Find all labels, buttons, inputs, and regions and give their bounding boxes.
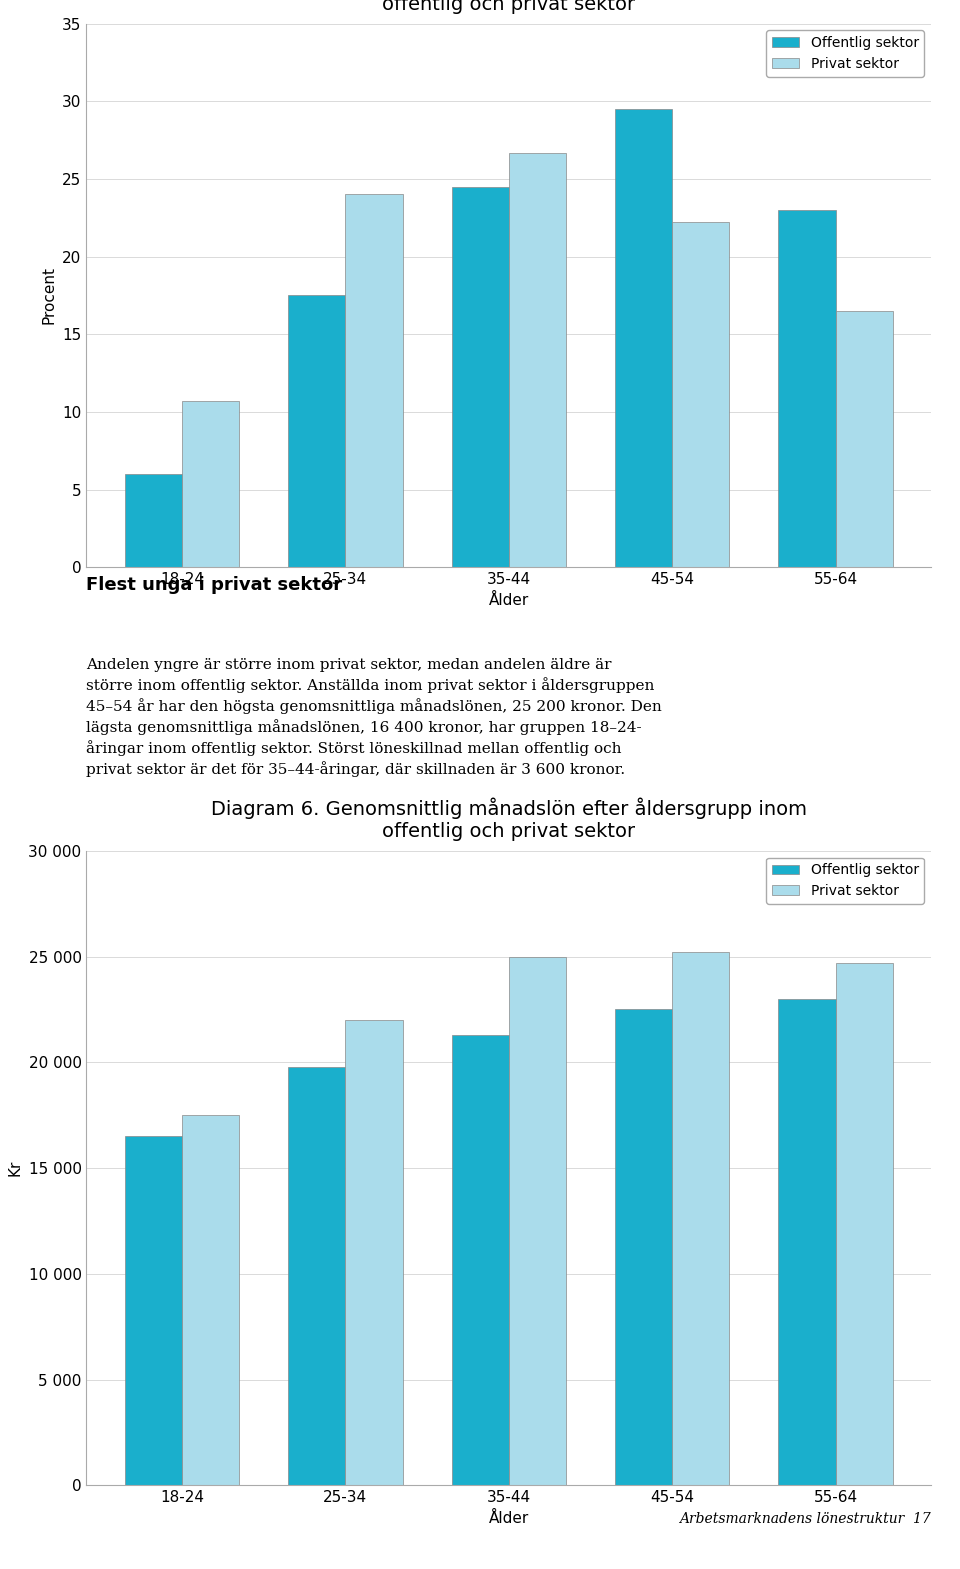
Text: Arbetsmarknadens lönestruktur  17: Arbetsmarknadens lönestruktur 17 — [680, 1513, 931, 1527]
Text: Andelen yngre är större inom privat sektor, medan andelen äldre är
större inom o: Andelen yngre är större inom privat sekt… — [86, 657, 662, 777]
Bar — [451, 187, 509, 568]
Bar — [615, 1009, 672, 1486]
Bar — [346, 195, 402, 568]
Legend: Offentlig sektor, Privat sektor: Offentlig sektor, Privat sektor — [766, 30, 924, 77]
Bar — [346, 1020, 402, 1486]
Bar — [615, 108, 672, 568]
Bar — [288, 1067, 346, 1486]
Bar — [125, 1136, 182, 1486]
Text: Flest unga i privat sektor: Flest unga i privat sektor — [86, 576, 343, 595]
X-axis label: Ålder: Ålder — [489, 1511, 529, 1525]
Y-axis label: Kr: Kr — [8, 1159, 23, 1177]
Bar — [672, 952, 730, 1486]
Bar — [182, 402, 239, 568]
Bar — [779, 999, 835, 1486]
Bar — [125, 474, 182, 568]
Bar — [509, 957, 566, 1486]
Bar — [451, 1036, 509, 1486]
X-axis label: Ålder: Ålder — [489, 593, 529, 607]
Bar — [509, 152, 566, 568]
Title: Diagram 5. Andel anställda efter åldersgrupp inom
offentlig och privat sektor: Diagram 5. Andel anställda efter åldersg… — [260, 0, 757, 14]
Bar — [288, 295, 346, 568]
Bar — [835, 963, 893, 1486]
Title: Diagram 6. Genomsnittlig månadslön efter åldersgrupp inom
offentlig och privat s: Diagram 6. Genomsnittlig månadslön efter… — [211, 797, 806, 841]
Bar — [182, 1116, 239, 1486]
Bar — [779, 210, 835, 568]
Y-axis label: Procent: Procent — [41, 267, 57, 325]
Legend: Offentlig sektor, Privat sektor: Offentlig sektor, Privat sektor — [766, 858, 924, 904]
Bar — [835, 311, 893, 568]
Bar — [672, 223, 730, 568]
